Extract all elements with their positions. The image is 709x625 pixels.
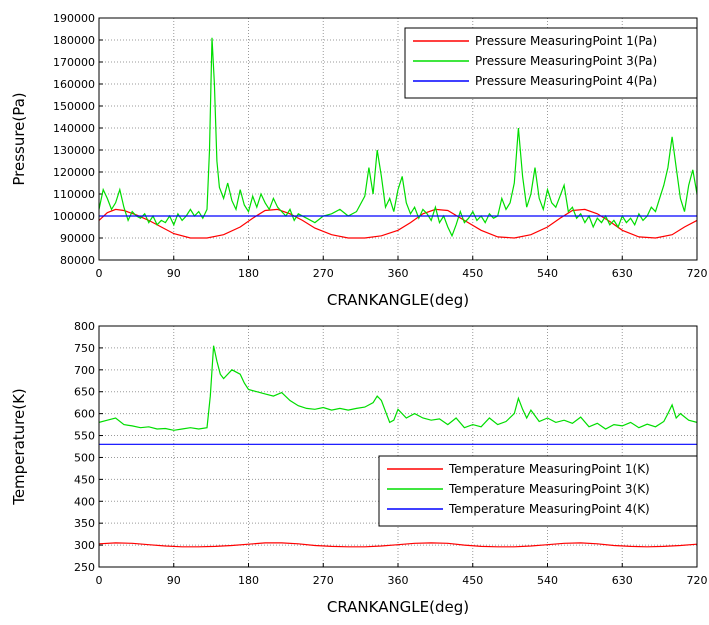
y-tick-label: 90000 — [60, 232, 95, 245]
y-tick-label: 120000 — [53, 166, 95, 179]
x-tick-label: 450 — [462, 574, 483, 587]
x-tick-label: 720 — [687, 267, 708, 280]
plot-frame — [98, 325, 698, 568]
x-tick-label: 270 — [313, 574, 334, 587]
legend: Pressure MeasuringPoint 1(Pa) Pressure Me… — [404, 27, 698, 99]
x-tick-label: 630 — [612, 267, 633, 280]
series-line-1 — [99, 208, 697, 239]
x-tick-label: 90 — [167, 267, 181, 280]
y-axis-title: Temperature(K) — [10, 388, 28, 506]
x-tick-label: 90 — [167, 574, 181, 587]
legend-label-2: Pressure MeasuringPoint 3(Pa) — [475, 54, 657, 68]
x-tick-label: 720 — [687, 574, 708, 587]
legend-box — [404, 27, 698, 99]
legend-label-1: Temperature MeasuringPoint 1(K) — [448, 462, 650, 476]
y-tick-label: 550 — [74, 430, 95, 443]
plot-frame — [98, 17, 698, 261]
series-line-1 — [99, 542, 697, 548]
y-tick-label: 160000 — [53, 78, 95, 91]
y-tick-label: 100000 — [53, 210, 95, 223]
y-tick-label: 190000 — [53, 12, 95, 25]
x-axis-title: CRANKANGLE(deg) — [327, 291, 469, 309]
x-tick-label: 0 — [96, 574, 103, 587]
y-tick-label: 500 — [74, 451, 95, 464]
x-tick-label: 630 — [612, 574, 633, 587]
y-tick-label: 250 — [74, 561, 95, 574]
x-tick-label: 180 — [238, 574, 259, 587]
x-tick-label: 270 — [313, 267, 334, 280]
y-tick-label: 130000 — [53, 144, 95, 157]
legend-label-2: Temperature MeasuringPoint 3(K) — [448, 482, 650, 496]
legend-label-3: Temperature MeasuringPoint 4(K) — [448, 502, 650, 516]
chart-1: 0 90 180 270 360 450 540 630 720 80000 90000 100000… — [10, 12, 708, 309]
legend-label-3: Pressure MeasuringPoint 4(Pa) — [475, 74, 657, 88]
legend-label-1: Pressure MeasuringPoint 1(Pa) — [475, 34, 657, 48]
y-tick-label: 450 — [74, 473, 95, 486]
y-tick-label: 350 — [74, 517, 95, 530]
y-tick-label: 110000 — [53, 188, 95, 201]
x-tick-label: 540 — [537, 267, 558, 280]
legend-box — [378, 455, 698, 527]
x-tick-label: 360 — [388, 574, 409, 587]
y-tick-label: 300 — [74, 539, 95, 552]
y-tick-label: 650 — [74, 386, 95, 399]
y-tick-label: 80000 — [60, 254, 95, 267]
y-tick-label: 400 — [74, 495, 95, 508]
x-tick-label: 450 — [462, 267, 483, 280]
y-tick-label: 140000 — [53, 122, 95, 135]
series-line-2 — [99, 345, 697, 431]
y-tick-label: 600 — [74, 408, 95, 421]
y-tick-label: 170000 — [53, 56, 95, 69]
chart-2: 0 90 180 270 360 450 540 630 720 250 300 350 400 450 5… — [10, 320, 708, 616]
x-tick-label: 0 — [96, 267, 103, 280]
y-axis-title: Pressure(Pa) — [10, 92, 28, 185]
y-tick-label: 700 — [74, 364, 95, 377]
y-tick-label: 800 — [74, 320, 95, 333]
legend: Temperature MeasuringPoint 1(K) Temperatu… — [378, 455, 698, 527]
x-tick-label: 180 — [238, 267, 259, 280]
x-axis-title: CRANKANGLE(deg) — [327, 598, 469, 616]
y-tick-label: 750 — [74, 342, 95, 355]
x-tick-label: 540 — [537, 574, 558, 587]
y-tick-label: 150000 — [53, 100, 95, 113]
x-tick-label: 360 — [388, 267, 409, 280]
y-tick-label: 180000 — [53, 34, 95, 47]
